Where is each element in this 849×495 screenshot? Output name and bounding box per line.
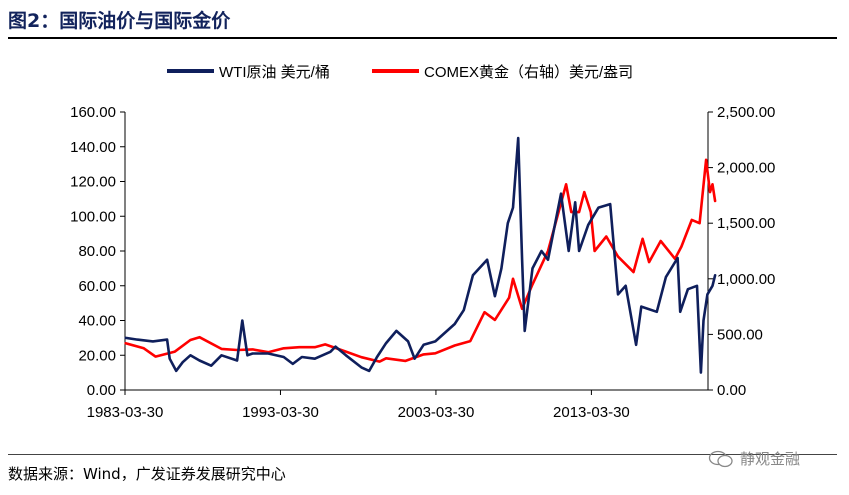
y-right-tick-label: 2,000.00	[717, 160, 775, 177]
watermark-label: 静观金融	[740, 450, 801, 468]
y-left-tick-label: 160.00	[70, 104, 116, 121]
y-left-tick-label: 100.00	[70, 208, 116, 225]
legend-label-gold: COMEX黄金（右轴）美元/盎司	[424, 64, 633, 81]
y-right-tick-label: 1,500.00	[717, 215, 775, 232]
source-note: 数据来源：Wind，广发证券发展研究中心	[8, 465, 286, 483]
y-left-tick-label: 120.00	[70, 174, 116, 191]
y-right-tick-label: 2,500.00	[717, 104, 775, 121]
y-left-tick-label: 0.00	[87, 382, 116, 399]
y-left-tick-label: 140.00	[70, 139, 116, 156]
chart: WTI原油 美元/桶 COMEX黄金（右轴）美元/盎司 0.00 20.00 40.…	[70, 64, 775, 421]
x-tick-label: 2003-03-30	[398, 404, 475, 421]
y-right-tick-label: 500.00	[717, 326, 763, 343]
axes: 0.00 20.00 40.00 60.00 80.00 100.00 120.00 140.…	[70, 104, 775, 421]
y-left-tick-label: 20.00	[78, 347, 116, 364]
series-layer	[124, 136, 717, 374]
figure-title: 图2：国际油价与国际金价	[8, 10, 231, 32]
series-line-wti	[124, 136, 717, 374]
y-right-tick-label: 0.00	[717, 382, 746, 399]
y-left-tick-label: 60.00	[78, 278, 116, 295]
x-tick-label: 1993-03-30	[242, 404, 319, 421]
y-right-tick-label: 1,000.00	[717, 271, 775, 288]
watermark: 静观金融	[708, 448, 800, 469]
title-rule	[8, 37, 837, 39]
y-left-tick-label: 80.00	[78, 243, 116, 260]
y-left-tick-label: 40.00	[78, 313, 116, 330]
x-tick-label: 1983-03-30	[87, 404, 164, 421]
wechat-icon	[708, 450, 733, 467]
x-tick-label: 2013-03-30	[553, 404, 630, 421]
legend: WTI原油 美元/桶 COMEX黄金（右轴）美元/盎司	[167, 64, 633, 81]
bottom-rule	[8, 454, 837, 455]
series-line-gold	[124, 158, 717, 363]
legend-label-wti: WTI原油 美元/桶	[219, 64, 330, 81]
